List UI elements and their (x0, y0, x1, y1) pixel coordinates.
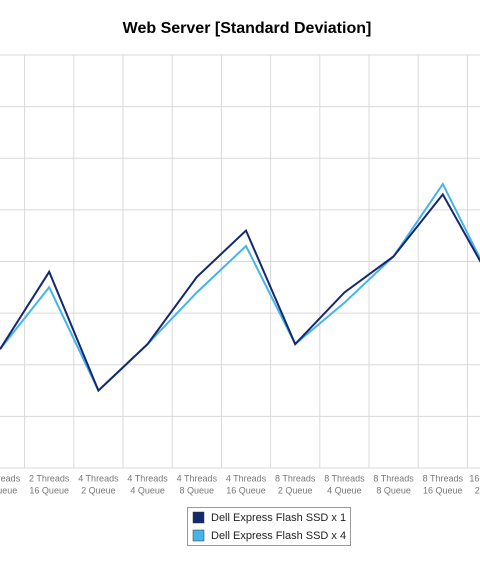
x-tick-label: 16 Queue (423, 485, 463, 495)
x-tick-label: 16 Threads (469, 473, 480, 483)
x-tick-label: 8 Threads (423, 473, 464, 483)
series-line (0, 192, 480, 393)
x-tick-label: 4 Threads (127, 473, 168, 483)
legend-box (187, 507, 351, 546)
x-tick-label: 2 Queue (475, 485, 480, 495)
x-tick-label: 4 Threads (177, 473, 218, 483)
x-tick-label: 8 Queue (180, 485, 215, 495)
legend-swatch (192, 529, 205, 542)
x-tick-label: 8 Queue (0, 485, 17, 495)
x-tick-label: 8 Threads (324, 473, 365, 483)
x-tick-label: 8 Threads (373, 473, 414, 483)
x-tick-label: 16 Queue (29, 485, 69, 495)
x-tick-label: 8 Queue (376, 485, 411, 495)
x-tick-label: 2 Queue (81, 485, 116, 495)
x-tick-label: 8 Threads (275, 473, 316, 483)
x-tick-label: 2 Threads (29, 473, 70, 483)
x-tick-label: 16 Queue (226, 485, 266, 495)
legend-swatch (192, 511, 205, 524)
legend-label: Dell Express Flash SSD x 1 (211, 512, 346, 524)
series-line (0, 182, 480, 393)
x-tick-label: 2 Queue (278, 485, 313, 495)
chart-title: Web Server [Standard Deviation] (123, 20, 372, 37)
legend-label: Dell Express Flash SSD x 4 (211, 530, 346, 542)
x-tick-label: 2 Threads (0, 473, 21, 483)
x-tick-label: 4 Threads (226, 473, 267, 483)
x-tick-label: 4 Queue (130, 485, 165, 495)
x-tick-label: 4 Threads (78, 473, 119, 483)
x-tick-label: 4 Queue (327, 485, 362, 495)
